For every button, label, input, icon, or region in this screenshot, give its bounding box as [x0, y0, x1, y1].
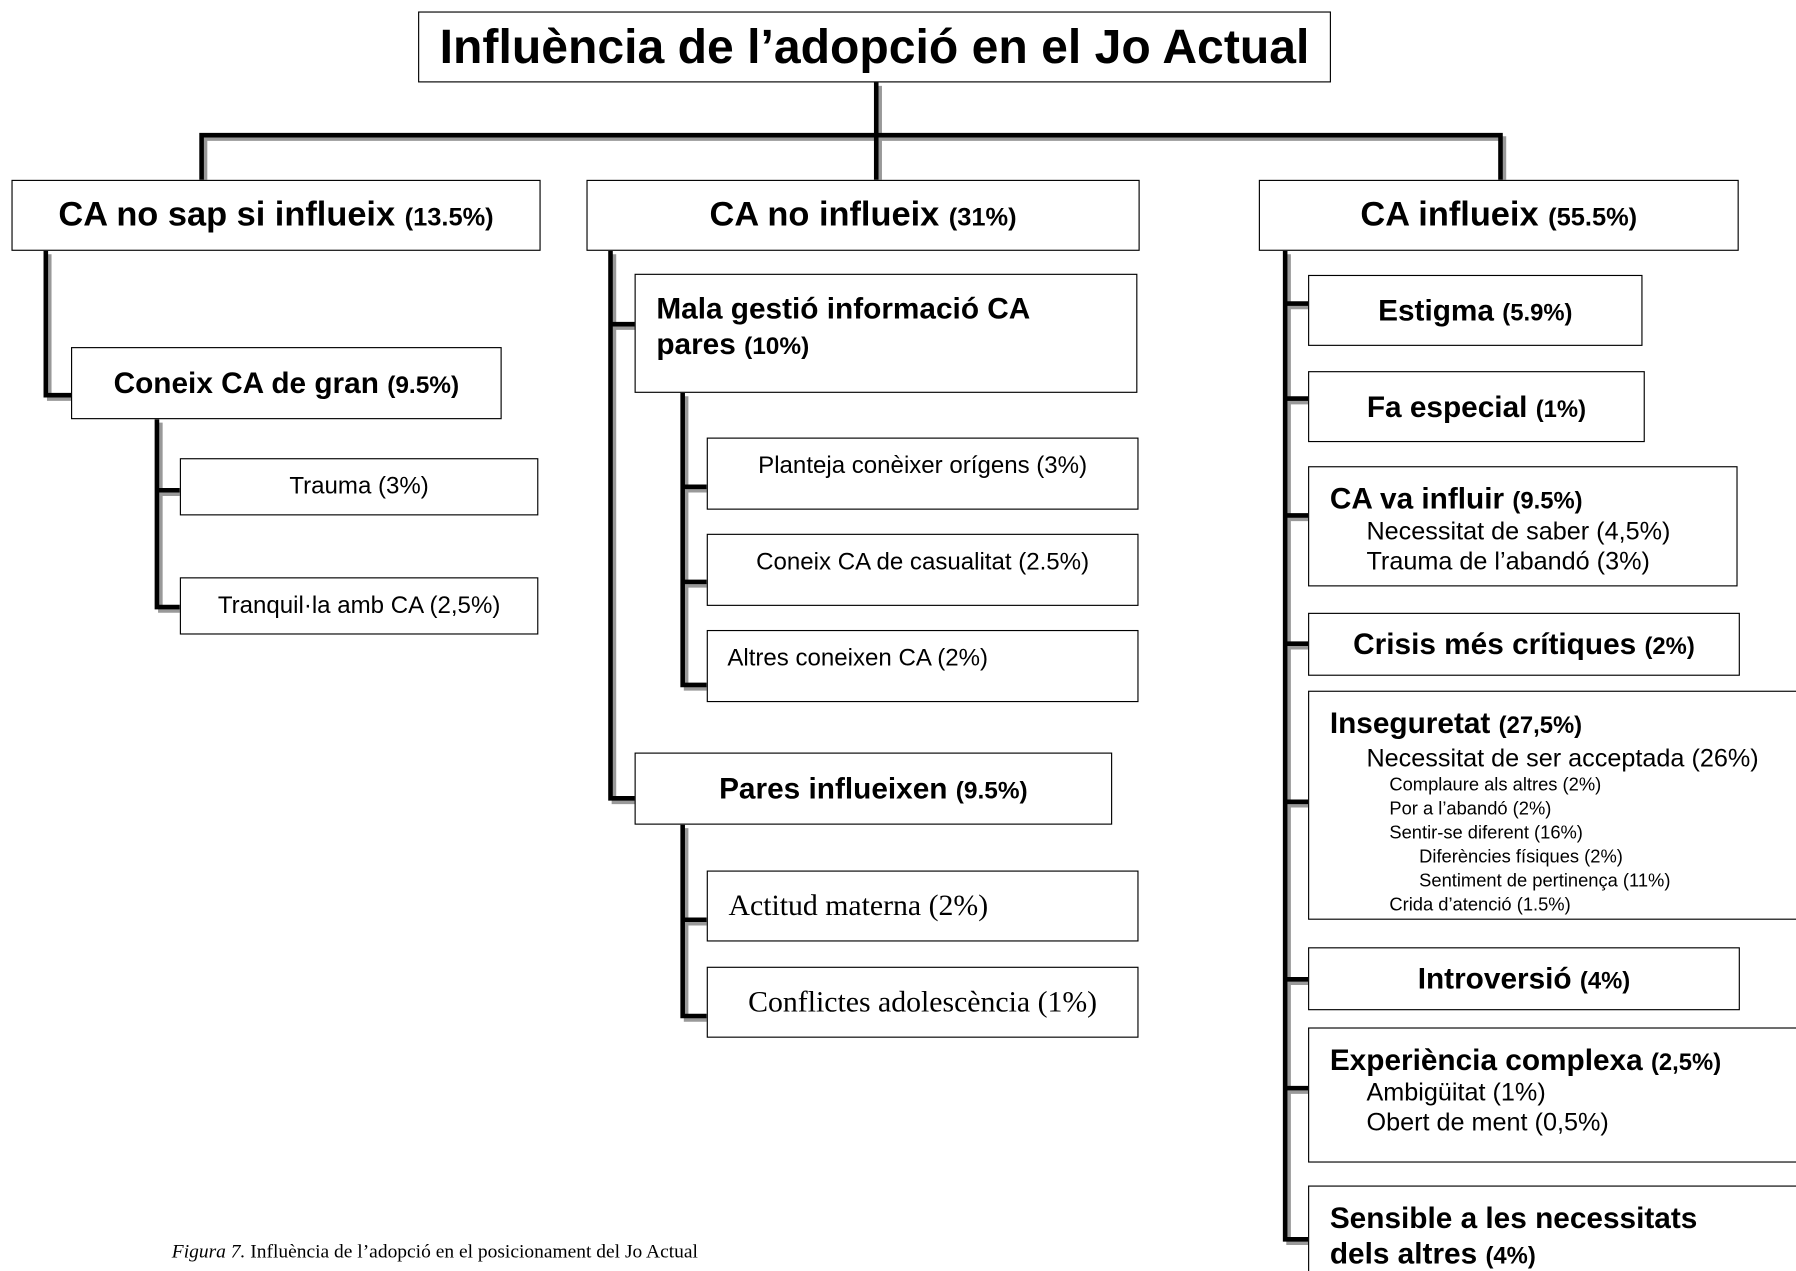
branch-share: (55.5%) [1548, 202, 1638, 232]
sub-item: Sentiment de pertinença (11%) [1419, 871, 1671, 892]
node-label: Introversió [1417, 960, 1572, 996]
branch-share: (31%) [948, 202, 1017, 232]
leaf-box: Altres coneixen CA (2%) [706, 629, 1139, 703]
node-box: Introversió (4%) [1308, 947, 1740, 1011]
node-share: (1%) [1535, 395, 1587, 423]
node-share: (2,5%) [1650, 1049, 1722, 1076]
leaf-text: Conflictes adolescència (1%) [748, 985, 1098, 1019]
connector [43, 82, 1503, 1242]
node-label: Pares influeixen [719, 770, 948, 806]
node-share: (10%) [744, 332, 810, 360]
caption: Figura 7. Influència de l’adopció en el … [172, 1240, 698, 1263]
caption-text: Influència de l’adopció en el posicionam… [250, 1240, 698, 1263]
node-label: Fa especial [1366, 388, 1528, 424]
sub-item: Complaure als altres (2%) [1389, 775, 1602, 795]
node-label: Experiència complexa [1329, 1042, 1643, 1077]
branch-box: CA influeix (55.5%) [1258, 179, 1739, 251]
node-box: Inseguretat (27,5%) Necessitat de ser ac… [1308, 690, 1796, 920]
node-box: Experiència complexa (2,5%) Ambigüitat (… [1308, 1027, 1796, 1163]
branch-box: CA no influeix (31%) [586, 179, 1140, 251]
leaf-text: Coneix CA de casualitat (2.5%) [756, 548, 1090, 575]
leaf-text: Planteja conèixer orígens (3%) [758, 452, 1088, 479]
leaf-text: Tranquil·la amb CA (2,5%) [217, 592, 501, 619]
node-label: CA va influir [1329, 481, 1505, 516]
sub-item: Crida d’atenció (1.5%) [1389, 895, 1571, 916]
node-share: (9.5%) [1512, 487, 1583, 515]
branch-label: CA influeix [1360, 195, 1539, 234]
sub-item: Necessitat de ser acceptada (26%) [1366, 743, 1759, 773]
branch-label: CA no sap si influeix [58, 195, 396, 234]
node-label: Sensible a les necessitats dels altres [1329, 1200, 1698, 1271]
node-box: CA va influir (9.5%) Necessitat de saber… [1308, 466, 1738, 587]
sub-item: Sentir-se diferent (16%) [1389, 823, 1583, 844]
node-share: (4%) [1485, 1242, 1536, 1270]
leaf-box: Coneix CA de casualitat (2.5%) [706, 533, 1139, 606]
node-box: Sensible a les necessitats dels altres (… [1308, 1185, 1796, 1271]
sub-item: Trauma de l’abandó (3%) [1366, 546, 1650, 575]
node-box: Pares influeixen (9.5%) [634, 752, 1113, 825]
branch-label: CA no influeix [709, 195, 940, 234]
node-share: (9.5%) [387, 371, 460, 399]
branch-box: CA no sap si influeix (13.5%) [11, 179, 541, 251]
sub-item: Diferències físiques (2%) [1419, 847, 1623, 868]
title-box: Influència de l’adopció en el Jo Actual [418, 11, 1331, 83]
leaf-box: Planteja conèixer orígens (3%) [706, 437, 1139, 510]
caption-figure: Figura 7. [171, 1240, 246, 1263]
title: Influència de l’adopció en el Jo Actual [439, 19, 1310, 74]
leaf-box: Actitud materna (2%) [706, 870, 1139, 942]
node-label: Coneix CA de gran [113, 365, 379, 400]
sub-item: Por a l’abandó (2%) [1389, 799, 1552, 819]
node-label: Mala gestió informació CA pares [656, 290, 1030, 361]
connector-shadow [46, 85, 1507, 1246]
leaf-text: Actitud materna (2%) [728, 888, 989, 923]
node-box: Fa especial (1%) [1308, 371, 1645, 443]
node-share: (4%) [1579, 967, 1631, 995]
leaf-box: Tranquil·la amb CA (2,5%) [179, 577, 539, 635]
node-label: Estigma [1378, 292, 1494, 328]
sub-item: Ambigüitat (1%) [1366, 1077, 1546, 1107]
sub-item: Obert de ment (0,5%) [1366, 1107, 1609, 1137]
node-share: (27,5%) [1498, 712, 1583, 739]
node-box: Estigma (5.9%) [1308, 274, 1643, 346]
leaf-text: Altres coneixen CA (2%) [727, 644, 989, 672]
node-box: Mala gestió informació CA pares (10%) [634, 273, 1138, 393]
node-box: Coneix CA de gran (9.5%) [71, 347, 502, 420]
node-share: (9.5%) [955, 776, 1028, 805]
node-label: Inseguretat [1329, 705, 1491, 740]
sub-item: Necessitat de saber (4,5%) [1366, 516, 1671, 546]
leaf-text: Trauma (3%) [289, 473, 429, 500]
leaf-box: Conflictes adolescència (1%) [706, 966, 1139, 1038]
branch-share: (13.5%) [404, 202, 494, 232]
node-box: Crisis més crítiques (2%) [1308, 612, 1740, 676]
leaf-box: Trauma (3%) [179, 458, 539, 516]
node-share: (5.9%) [1502, 299, 1573, 326]
node-label: Crisis més crítiques [1353, 626, 1637, 661]
node-share: (2%) [1644, 633, 1695, 660]
